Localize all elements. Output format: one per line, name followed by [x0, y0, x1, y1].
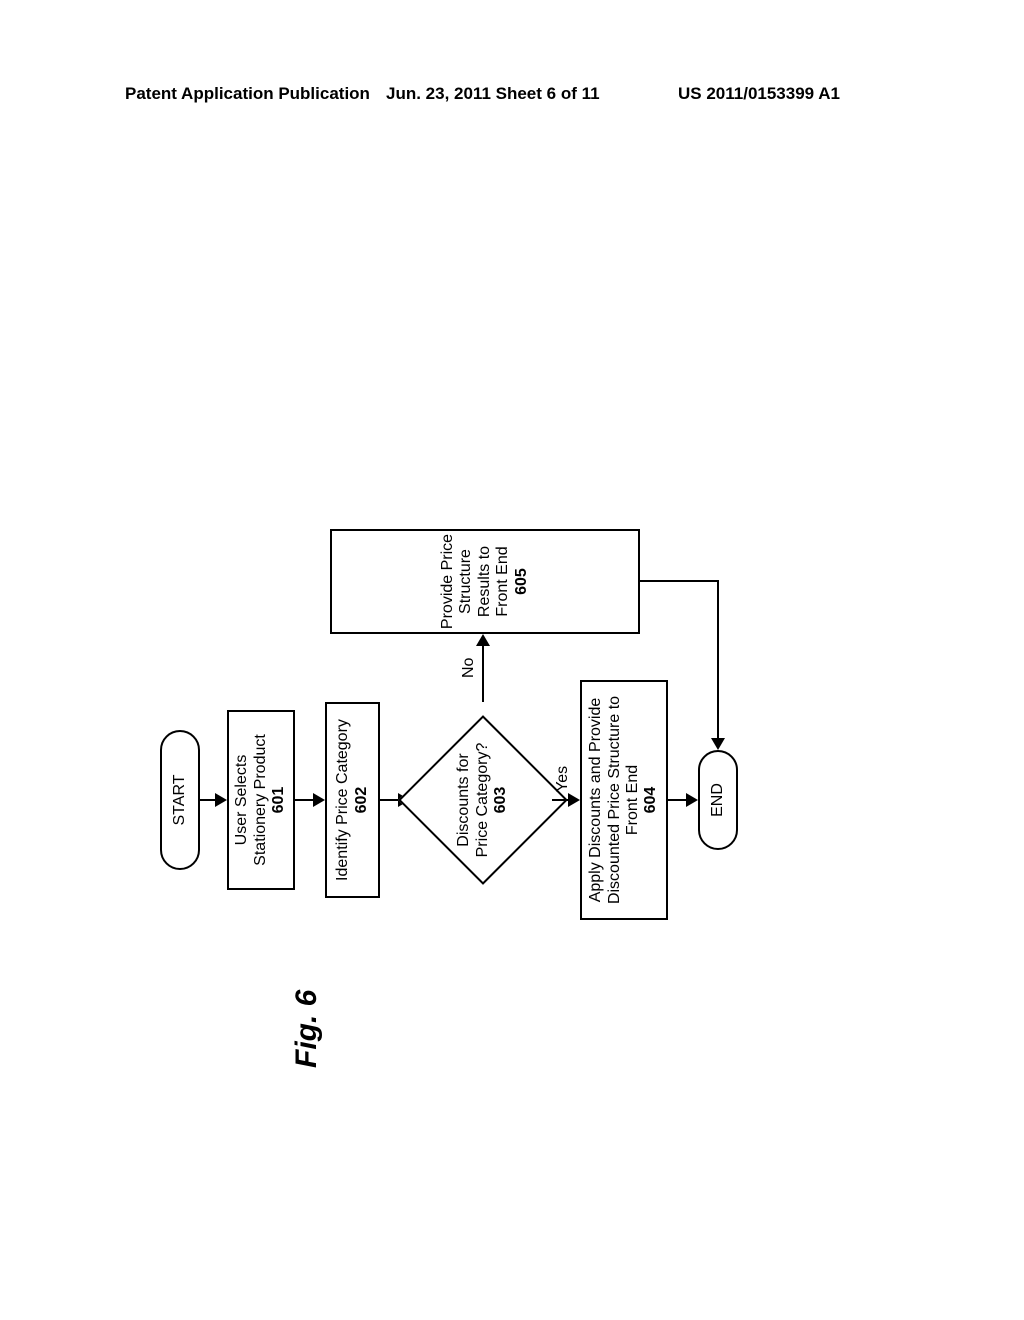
node-603-line2: Price Category? [474, 743, 492, 858]
edge-label-no: No [460, 658, 478, 678]
header-center: Jun. 23, 2011 Sheet 6 of 11 [386, 84, 600, 104]
node-601-line2: Stationery Product [252, 734, 270, 866]
node-604-line2: Discounted Price Structure to [606, 696, 624, 904]
node-602-line1: Identify Price Category [334, 719, 352, 881]
header-right: US 2011/0153399 A1 [678, 84, 840, 104]
node-605-ref: 605 [513, 568, 531, 595]
node-604-line3: Front End [624, 765, 642, 835]
arrow-601-602 [295, 799, 323, 801]
arrow-603-604 [552, 799, 578, 801]
node-605-line2: Results to Front End [476, 531, 513, 632]
arrow-start-601 [200, 799, 225, 801]
node-end: END [698, 750, 738, 850]
node-603: Discounts for Price Category? 603 [408, 698, 558, 902]
node-start: START [160, 730, 200, 870]
node-604-line1: Apply Discounts and Provide [587, 698, 605, 903]
arrow-604-end [668, 799, 696, 801]
arrow-603-605 [482, 636, 484, 702]
node-602-ref: 602 [353, 787, 371, 814]
node-604: Apply Discounts and Provide Discounted P… [580, 680, 668, 920]
arrow-605-end-v [640, 580, 718, 582]
node-601: User Selects Stationery Product 601 [227, 710, 295, 890]
node-605: Provide Price Structure Results to Front… [330, 529, 640, 634]
node-end-label: END [709, 783, 727, 817]
node-602: Identify Price Category 602 [325, 702, 380, 898]
node-start-label: START [171, 775, 189, 826]
node-605-line1: Provide Price Structure [439, 531, 476, 632]
header-left: Patent Application Publication [125, 84, 370, 104]
edge-label-yes: Yes [554, 766, 572, 792]
node-603-ref: 603 [492, 787, 510, 814]
node-601-ref: 601 [270, 787, 288, 814]
node-604-ref: 604 [642, 787, 660, 814]
node-601-line1: User Selects [233, 755, 251, 846]
arrow-605-end-h [717, 580, 719, 748]
node-603-line1: Discounts for [455, 753, 473, 846]
flowchart: START User Selects Stationery Product 60… [160, 170, 860, 870]
figure-label: Fig. 6 [290, 990, 324, 1068]
